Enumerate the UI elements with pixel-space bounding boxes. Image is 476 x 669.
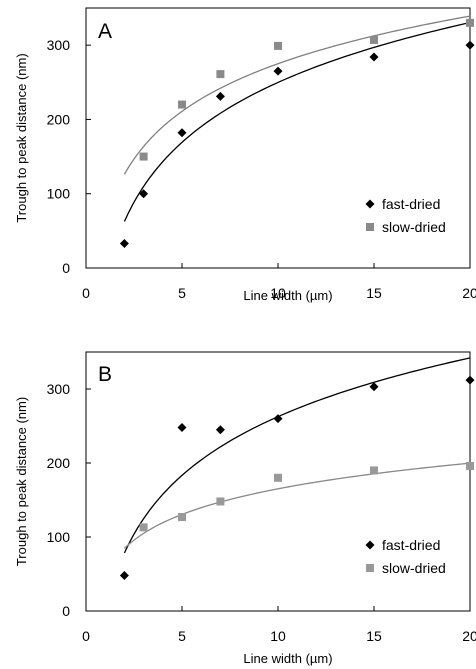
x-tick-label: 20 bbox=[462, 285, 476, 301]
legend-marker-fast-dried bbox=[365, 540, 375, 550]
data-point-fast-dried bbox=[119, 570, 129, 580]
data-point-fast-dried bbox=[369, 382, 379, 392]
x-axis-label: Line width (µm) bbox=[243, 288, 332, 303]
x-tick-label: 5 bbox=[178, 628, 186, 644]
data-point-fast-dried bbox=[215, 91, 225, 101]
legend-marker-slow-dried bbox=[366, 564, 374, 572]
data-point-slow-dried bbox=[178, 100, 186, 109]
fit-curve-fast-dried bbox=[123, 357, 471, 554]
legend-label: fast-dried bbox=[382, 196, 440, 212]
data-point-fast-dried bbox=[465, 40, 475, 50]
panel-label: B bbox=[98, 363, 112, 386]
y-tick-label: 200 bbox=[47, 111, 71, 127]
legend-label: fast-dried bbox=[382, 537, 440, 553]
data-point-fast-dried bbox=[139, 189, 149, 199]
data-point-slow-dried bbox=[466, 18, 474, 27]
data-point-slow-dried bbox=[370, 35, 378, 44]
legend-marker-fast-dried bbox=[365, 199, 375, 209]
legend-label: slow-dried bbox=[382, 560, 446, 576]
data-point-slow-dried bbox=[178, 513, 186, 522]
y-tick-label: 200 bbox=[47, 455, 71, 471]
y-tick-label: 300 bbox=[47, 37, 71, 53]
fit-curve-slow-dried bbox=[123, 15, 471, 175]
legend-marker-slow-dried bbox=[366, 223, 374, 231]
data-point-slow-dried bbox=[274, 41, 282, 50]
data-point-fast-dried bbox=[369, 52, 379, 62]
x-tick-label: 15 bbox=[366, 285, 382, 301]
x-tick-label: 10 bbox=[270, 285, 286, 301]
data-point-fast-dried bbox=[177, 128, 187, 138]
data-point-slow-dried bbox=[466, 461, 474, 470]
y-tick-label: 0 bbox=[62, 260, 70, 276]
x-tick-label: 0 bbox=[82, 285, 90, 301]
x-axis-label: Line width (µm) bbox=[243, 651, 332, 666]
panel-label: A bbox=[98, 20, 112, 43]
data-point-slow-dried bbox=[274, 473, 282, 482]
legend: fast-dried slow-dried bbox=[365, 196, 446, 235]
data-point-fast-dried bbox=[119, 238, 129, 248]
data-point-fast-dried bbox=[273, 414, 283, 424]
data-point-fast-dried bbox=[273, 66, 283, 76]
data-point-slow-dried bbox=[216, 70, 225, 79]
y-tick-label: 0 bbox=[62, 603, 70, 619]
fit-curve-fast-dried bbox=[123, 21, 471, 222]
y-tick-label: 300 bbox=[47, 381, 71, 397]
x-tick-label: 20 bbox=[462, 628, 476, 644]
legend-label: slow-dried bbox=[382, 219, 446, 235]
x-tick-label: 0 bbox=[82, 628, 90, 644]
data-point-slow-dried bbox=[216, 497, 225, 506]
data-point-fast-dried bbox=[465, 375, 475, 385]
x-tick-label: 15 bbox=[366, 628, 382, 644]
legend: fast-dried slow-dried bbox=[365, 537, 446, 576]
data-point-fast-dried bbox=[177, 422, 187, 432]
y-tick-label: 100 bbox=[47, 186, 71, 202]
y-tick-label: 100 bbox=[47, 529, 71, 545]
data-point-slow-dried bbox=[139, 523, 148, 532]
data-point-fast-dried bbox=[215, 425, 225, 435]
x-tick-label: 10 bbox=[270, 628, 286, 644]
y-axis-label: Trough to peak distance (nm) bbox=[14, 53, 29, 222]
y-axis-label: Trough to peak distance (nm) bbox=[14, 397, 29, 566]
data-point-slow-dried bbox=[139, 152, 148, 161]
fit-curve-slow-dried bbox=[123, 462, 471, 549]
x-tick-label: 5 bbox=[178, 285, 186, 301]
data-point-slow-dried bbox=[370, 466, 378, 475]
